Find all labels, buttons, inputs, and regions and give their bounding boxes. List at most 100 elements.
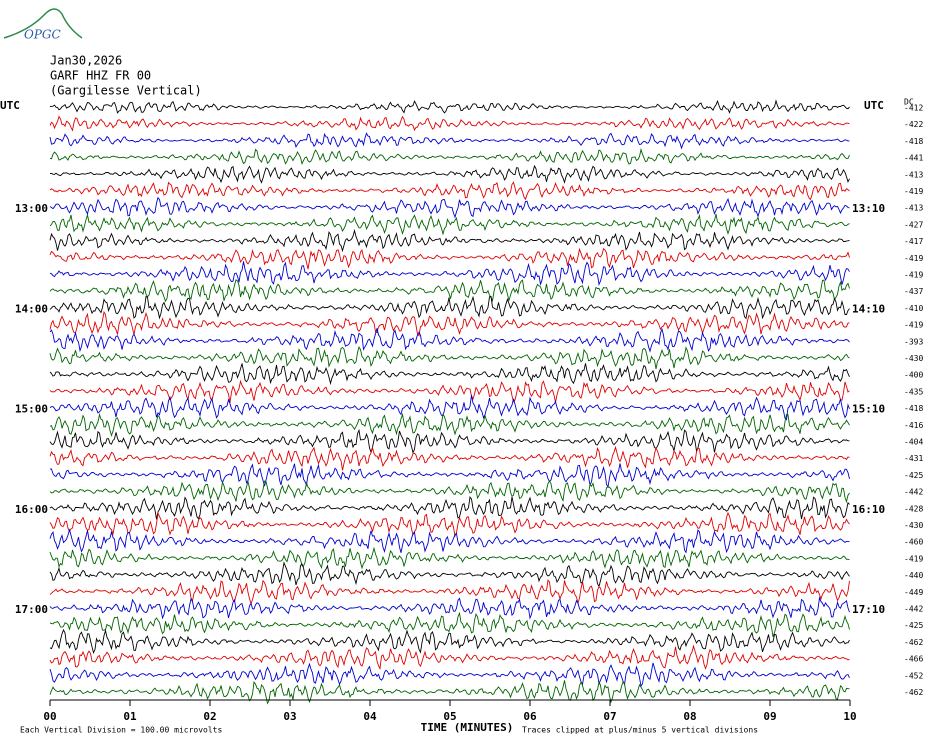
left-axis-title: UTC xyxy=(0,99,20,112)
dc-value: -418 xyxy=(904,137,923,146)
x-tick-label: 05 xyxy=(443,710,456,723)
traces xyxy=(49,99,850,705)
dc-value: -413 xyxy=(904,170,923,179)
trace xyxy=(49,363,850,386)
trace xyxy=(49,495,850,520)
dc-value: -441 xyxy=(904,154,923,163)
left-hour-label: 17:00 xyxy=(15,603,48,616)
left-hour-label: 15:00 xyxy=(15,403,48,416)
x-tick-label: 06 xyxy=(523,710,537,723)
dc-value: -419 xyxy=(904,554,923,563)
dc-value: -425 xyxy=(904,471,923,480)
x-tick-label: 08 xyxy=(683,710,696,723)
dc-value: -425 xyxy=(904,621,923,630)
dc-value: -431 xyxy=(904,454,923,463)
dc-value: -419 xyxy=(904,321,923,330)
trace xyxy=(49,511,850,538)
trace xyxy=(49,662,850,688)
right-axis-title: UTC xyxy=(864,99,884,112)
dc-value: -466 xyxy=(904,655,923,664)
trace xyxy=(49,445,850,471)
trace xyxy=(49,164,850,184)
right-hour-label: 15:10 xyxy=(852,403,885,416)
right-hour-label: 16:10 xyxy=(852,503,885,516)
trace xyxy=(49,147,850,166)
trace xyxy=(49,181,850,201)
trace xyxy=(49,115,850,132)
trace xyxy=(49,213,850,236)
trace xyxy=(49,247,850,270)
dc-value: -412 xyxy=(904,104,923,113)
logo: OPGC xyxy=(3,8,83,42)
dc-value: -428 xyxy=(904,504,923,513)
x-tick-label: 03 xyxy=(283,710,296,723)
dc-value: -416 xyxy=(904,421,923,430)
right-hour-label: 14:10 xyxy=(852,302,885,315)
trace xyxy=(49,345,850,370)
trace xyxy=(49,596,850,620)
date: Jan30,2026 xyxy=(50,54,122,68)
dc-value: -393 xyxy=(904,337,923,346)
footer-clipping: Traces clipped at plus/minus 5 vertical … xyxy=(522,726,758,735)
dc-value: -418 xyxy=(904,404,923,413)
trace xyxy=(49,579,850,606)
logo-text: OPGC xyxy=(24,28,61,42)
left-hour-label: 16:00 xyxy=(15,503,48,516)
trace xyxy=(49,628,850,655)
x-tick-label: 09 xyxy=(763,710,776,723)
dc-value: -437 xyxy=(904,287,923,296)
trace xyxy=(49,428,850,454)
trace xyxy=(49,310,850,337)
logo-mark xyxy=(3,8,83,39)
dc-value: -422 xyxy=(904,120,923,129)
dc-value: -440 xyxy=(904,571,923,580)
dc-value: -400 xyxy=(904,371,923,380)
trace xyxy=(49,644,850,671)
dc-value: -410 xyxy=(904,304,923,313)
x-tick-label: 00 xyxy=(43,710,56,723)
x-tick-label: 04 xyxy=(363,710,377,723)
x-tick-label: 01 xyxy=(123,710,137,723)
trace xyxy=(49,295,850,320)
trace xyxy=(49,395,850,421)
dc-title: DC xyxy=(904,98,914,107)
trace xyxy=(49,412,850,437)
right-hour-label: 17:10 xyxy=(852,603,885,616)
trace xyxy=(49,379,850,403)
trace xyxy=(49,99,850,114)
dc-value: -419 xyxy=(904,254,923,263)
dc-value: -430 xyxy=(904,521,923,530)
trace xyxy=(49,132,850,150)
footer-division: Each Vertical Division = 100.00 microvol… xyxy=(20,726,222,735)
x-axis-title: TIME (MINUTES) xyxy=(421,721,514,734)
left-hour-label: 14:00 xyxy=(15,302,48,315)
trace xyxy=(49,463,850,489)
trace xyxy=(49,611,850,637)
dc-value: -427 xyxy=(904,220,923,229)
dc-value: -442 xyxy=(904,605,923,614)
trace xyxy=(49,561,850,588)
trace xyxy=(49,546,850,570)
trace xyxy=(49,196,850,219)
trace xyxy=(49,327,850,353)
dc-value: -404 xyxy=(904,438,923,447)
dc-value: -449 xyxy=(904,588,923,597)
dc-value: -417 xyxy=(904,237,923,246)
trace xyxy=(49,279,850,303)
trace xyxy=(49,528,850,554)
dc-value: -460 xyxy=(904,538,923,547)
dc-value: -413 xyxy=(904,204,923,213)
trace xyxy=(49,228,850,253)
dc-value: -462 xyxy=(904,638,923,647)
dc-value: -435 xyxy=(904,387,923,396)
x-tick-label: 07 xyxy=(603,710,616,723)
trace xyxy=(49,680,850,705)
trace xyxy=(49,480,850,504)
x-tick-label: 02 xyxy=(203,710,216,723)
dc-value: -452 xyxy=(904,671,923,680)
dc-value: -462 xyxy=(904,688,923,697)
dc-value: -442 xyxy=(904,488,923,497)
trace xyxy=(49,261,850,286)
left-hour-label: 13:00 xyxy=(15,202,48,215)
